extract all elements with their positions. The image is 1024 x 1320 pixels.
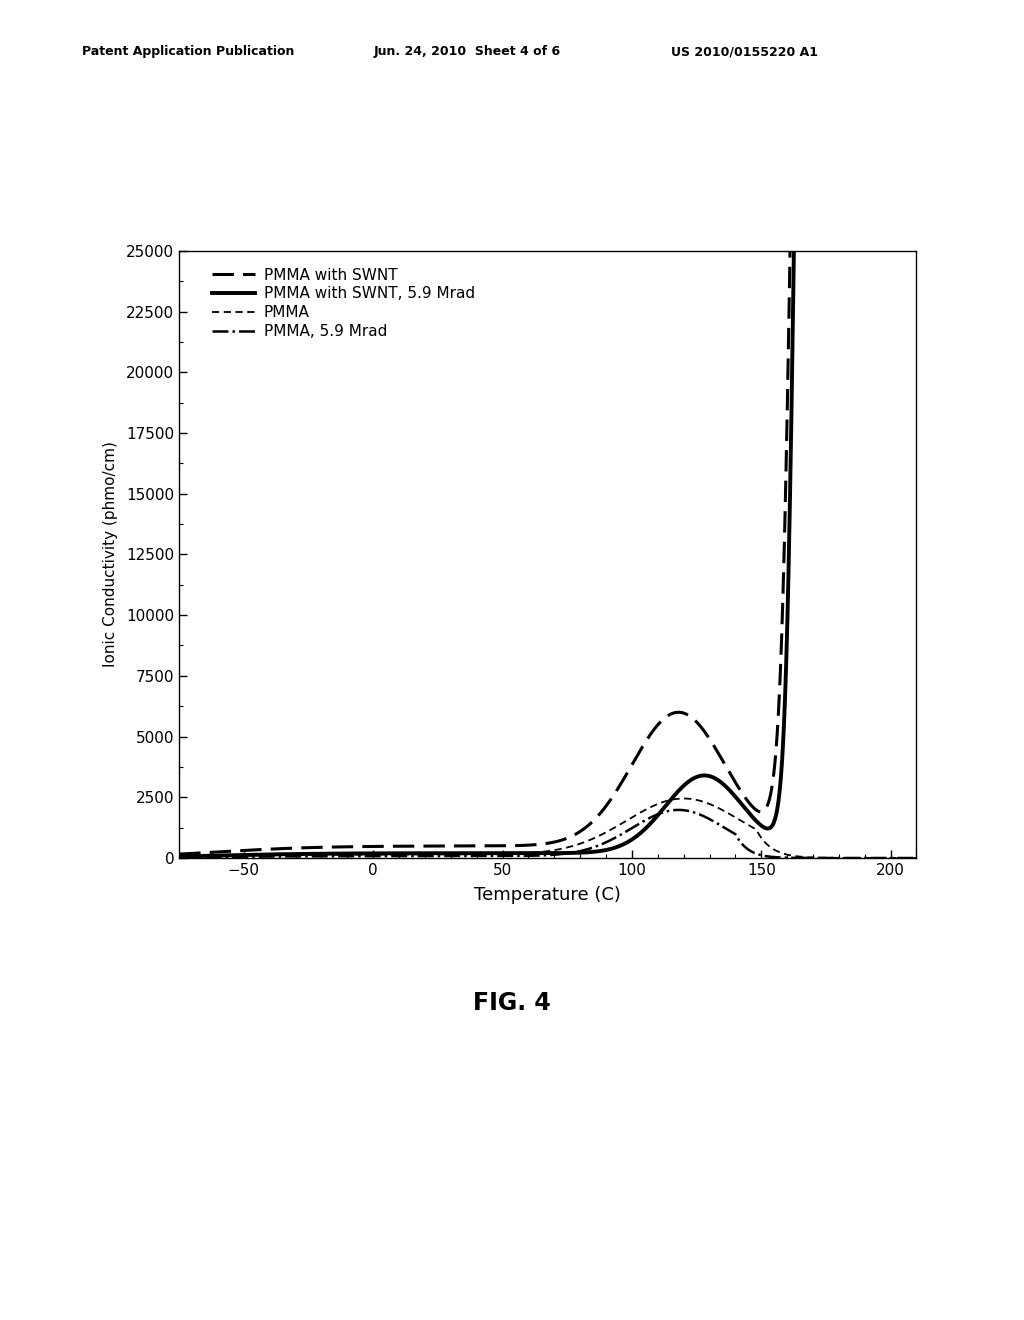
PMMA with SWNT, 5.9 Mrad	[211, 847, 223, 863]
PMMA, 5.9 Mrad	[531, 847, 544, 863]
PMMA, 5.9 Mrad	[211, 849, 223, 865]
Line: PMMA, 5.9 Mrad: PMMA, 5.9 Mrad	[179, 810, 916, 858]
PMMA	[754, 828, 766, 843]
PMMA, 5.9 Mrad	[889, 850, 901, 866]
Line: PMMA with SWNT: PMMA with SWNT	[179, 0, 916, 854]
Text: US 2010/0155220 A1: US 2010/0155220 A1	[671, 45, 818, 58]
PMMA	[910, 850, 923, 866]
Y-axis label: Ionic Conductivity (phmo/cm): Ionic Conductivity (phmo/cm)	[102, 441, 118, 668]
PMMA	[531, 845, 544, 861]
PMMA with SWNT, 5.9 Mrad	[173, 849, 185, 865]
Line: PMMA: PMMA	[179, 799, 916, 858]
PMMA with SWNT	[512, 838, 524, 854]
PMMA	[211, 847, 223, 863]
PMMA, 5.9 Mrad	[173, 849, 185, 865]
PMMA with SWNT	[211, 843, 223, 859]
PMMA, 5.9 Mrad	[910, 850, 923, 866]
PMMA, 5.9 Mrad	[512, 847, 524, 863]
PMMA, 5.9 Mrad	[754, 847, 766, 863]
PMMA	[889, 850, 901, 866]
PMMA with SWNT	[531, 837, 544, 853]
X-axis label: Temperature (C): Temperature (C)	[474, 886, 622, 904]
PMMA	[512, 846, 524, 862]
Line: PMMA with SWNT, 5.9 Mrad: PMMA with SWNT, 5.9 Mrad	[179, 0, 916, 857]
Text: FIG. 4: FIG. 4	[473, 991, 551, 1015]
Legend: PMMA with SWNT, PMMA with SWNT, 5.9 Mrad, PMMA, PMMA, 5.9 Mrad: PMMA with SWNT, PMMA with SWNT, 5.9 Mrad…	[209, 264, 478, 342]
PMMA	[889, 850, 901, 866]
PMMA, 5.9 Mrad	[673, 803, 685, 818]
PMMA	[678, 791, 690, 807]
PMMA with SWNT, 5.9 Mrad	[531, 845, 544, 861]
Text: Patent Application Publication: Patent Application Publication	[82, 45, 294, 58]
Text: Jun. 24, 2010  Sheet 4 of 6: Jun. 24, 2010 Sheet 4 of 6	[374, 45, 561, 58]
PMMA with SWNT	[173, 846, 185, 862]
PMMA, 5.9 Mrad	[889, 850, 901, 866]
PMMA with SWNT, 5.9 Mrad	[754, 816, 766, 832]
PMMA with SWNT	[754, 804, 766, 820]
PMMA with SWNT, 5.9 Mrad	[512, 845, 524, 861]
PMMA	[173, 849, 185, 865]
